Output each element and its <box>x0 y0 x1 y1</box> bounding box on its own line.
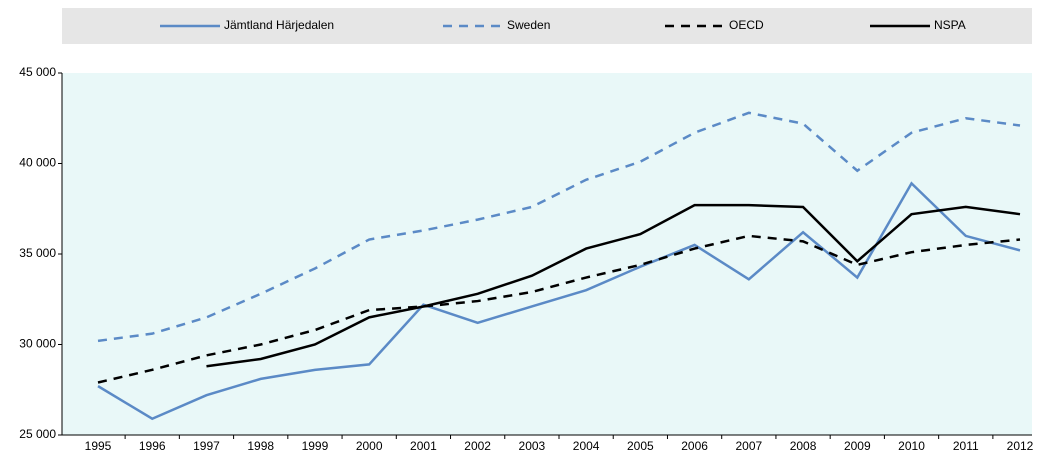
x-tick-label: 2001 <box>410 439 437 453</box>
x-tick-label: 2011 <box>953 439 979 453</box>
y-tick-label: 35 000 <box>19 246 56 260</box>
x-tick-label: 2010 <box>898 439 925 453</box>
x-tick-label: 1995 <box>85 439 112 453</box>
x-tick-label: 2003 <box>519 439 546 453</box>
x-tick-label: 1997 <box>193 439 220 453</box>
x-tick-label: 2009 <box>844 439 871 453</box>
legend-label: NSPA <box>934 18 966 32</box>
x-tick-label: 2012 <box>1007 439 1034 453</box>
x-tick-label: 1999 <box>302 439 329 453</box>
legend-label: OECD <box>729 18 764 32</box>
y-tick-label: 30 000 <box>19 337 56 351</box>
series-line <box>206 203 1021 368</box>
series-line <box>97 111 1021 343</box>
x-tick-label: 2002 <box>464 439 491 453</box>
x-tick-label: 1996 <box>139 439 166 453</box>
x-tick-label: 2004 <box>573 439 600 453</box>
y-tick-label: 45 000 <box>19 65 56 79</box>
plot-background <box>62 73 1032 435</box>
series-line <box>97 234 1021 384</box>
x-tick-label: 2006 <box>681 439 708 453</box>
x-tick-label: 2000 <box>356 439 383 453</box>
y-tick-label: 40 000 <box>19 156 56 170</box>
y-tick-label: 25 000 <box>19 427 56 441</box>
legend-label: Jämtland Härjedalen <box>224 18 334 32</box>
legend-label: Sweden <box>507 18 550 32</box>
x-tick-label: 2007 <box>735 439 762 453</box>
x-tick-label: 2008 <box>790 439 817 453</box>
x-tick-label: 2005 <box>627 439 654 453</box>
x-tick-label: 1998 <box>247 439 274 453</box>
